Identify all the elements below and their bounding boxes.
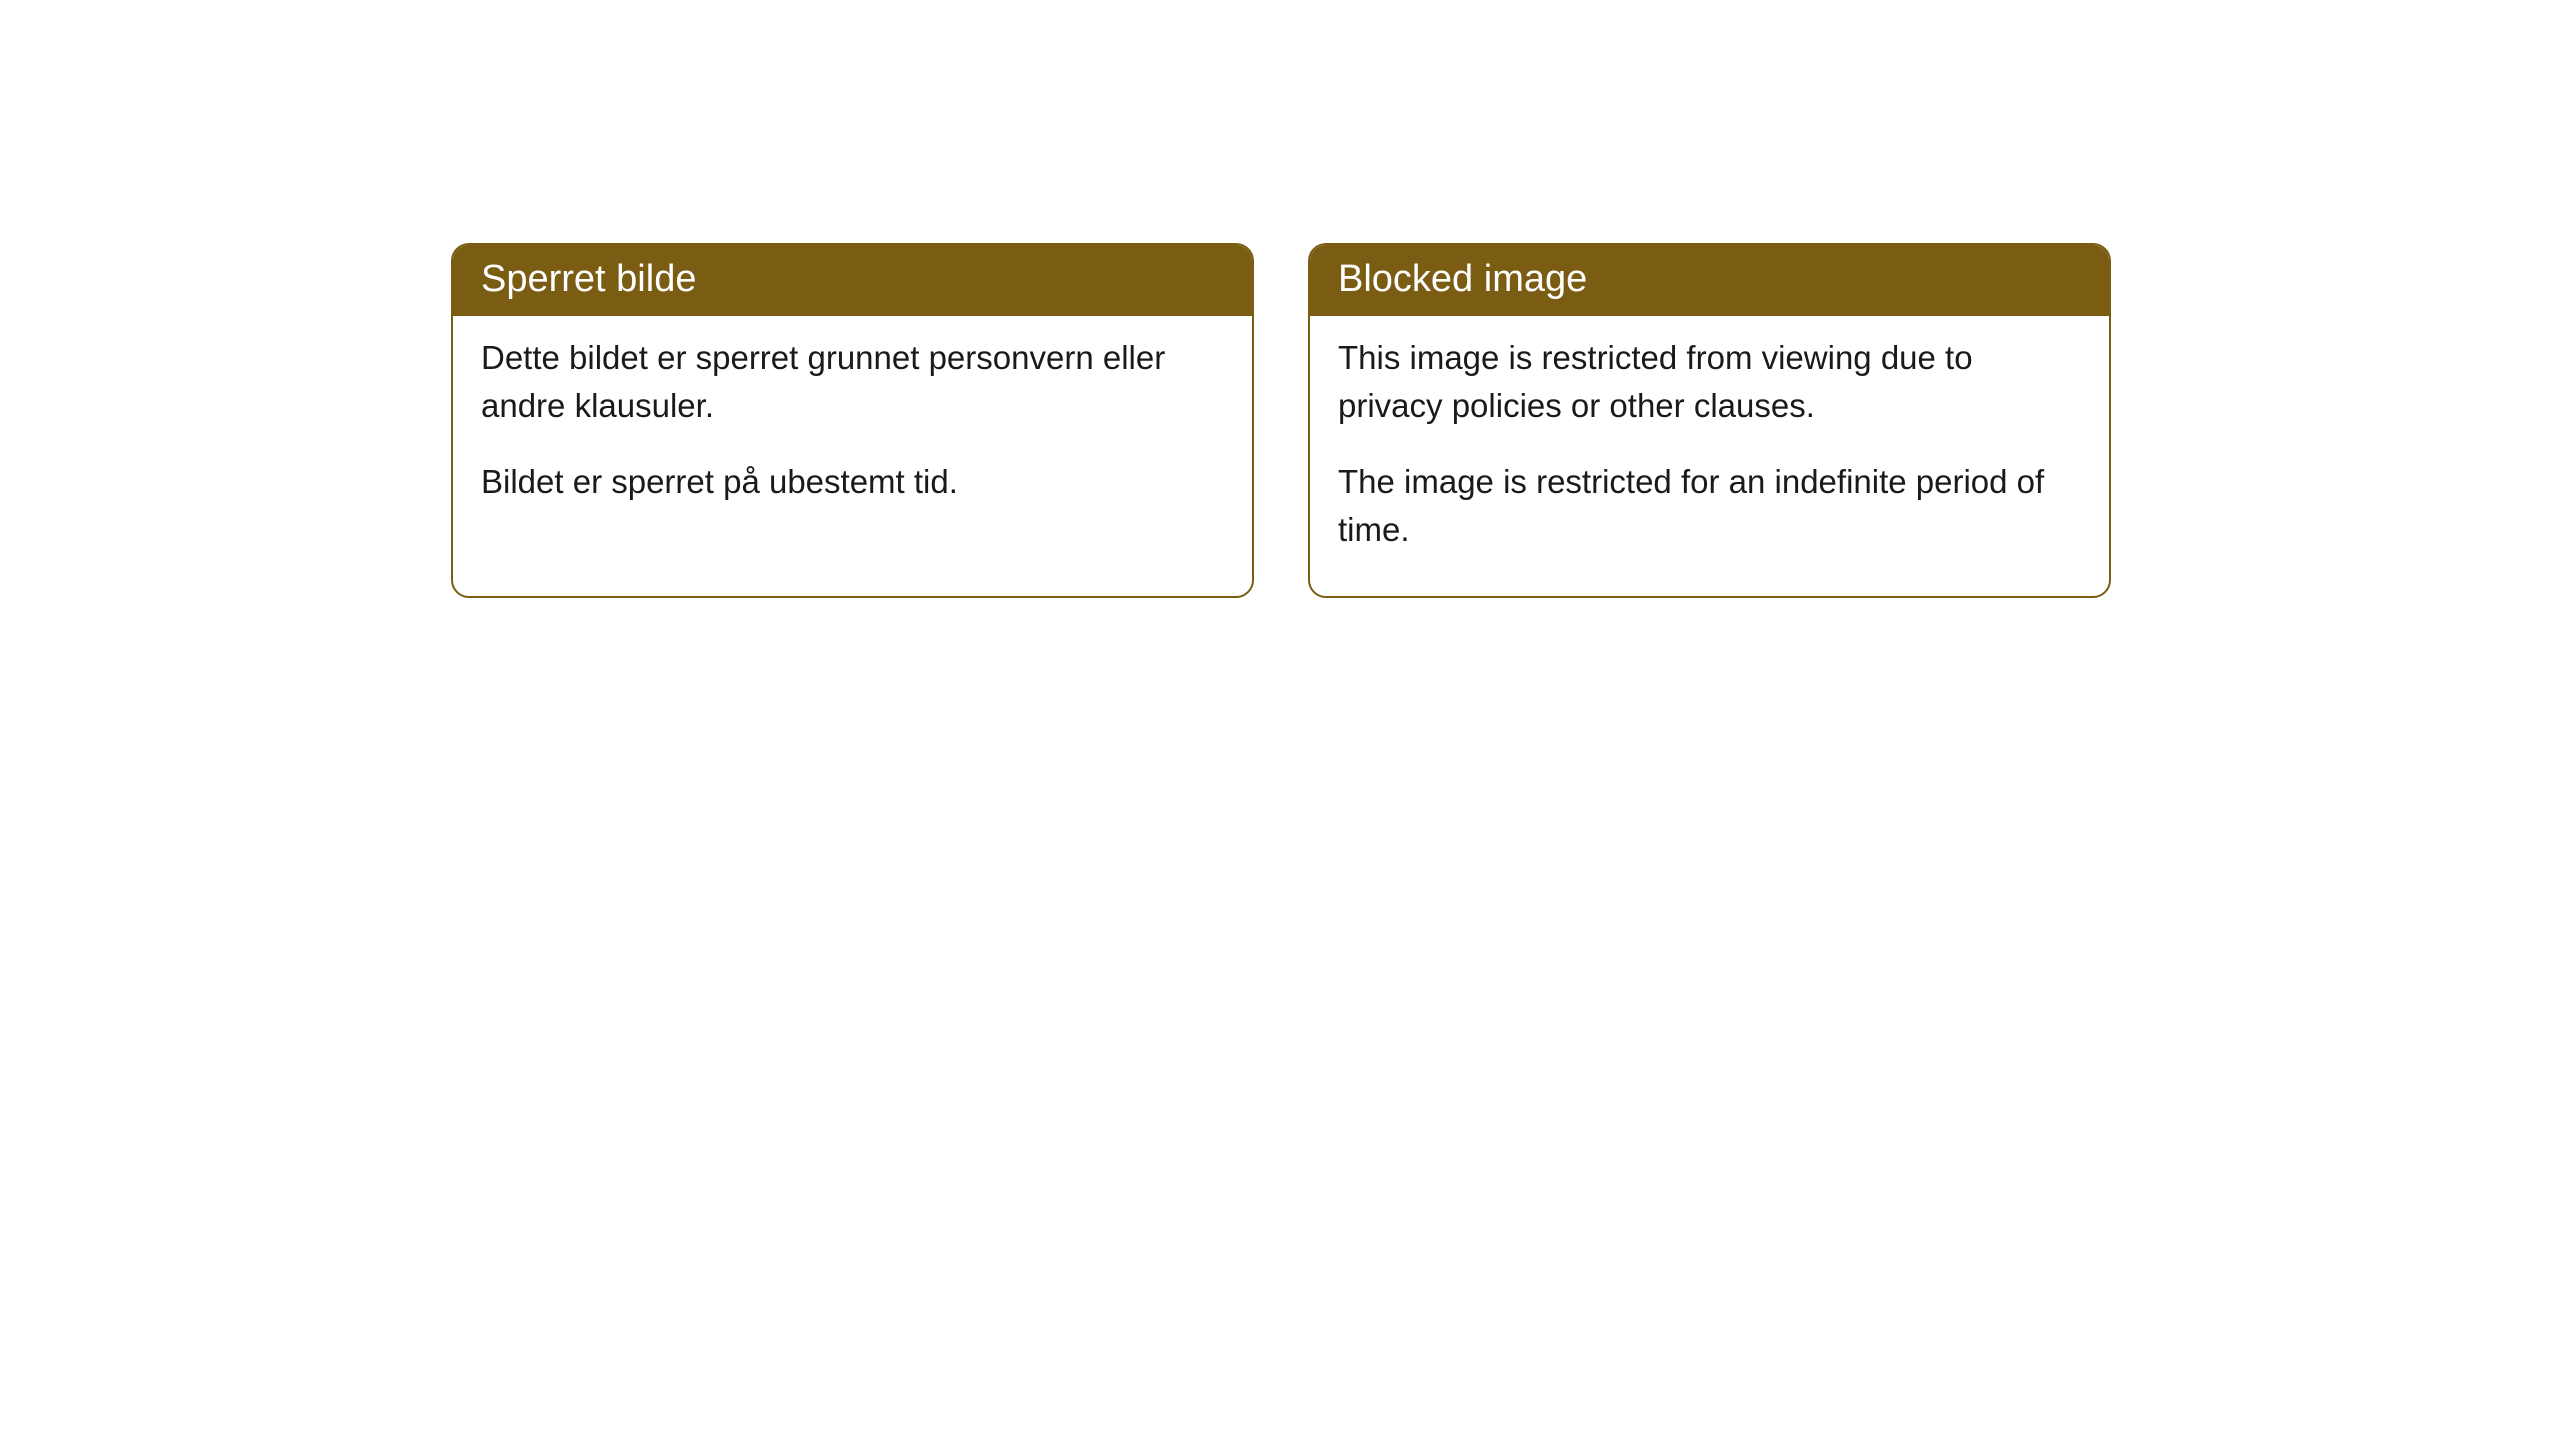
card-body: This image is restricted from viewing du… — [1310, 316, 2109, 595]
card-title: Sperret bilde — [481, 258, 696, 300]
blocked-image-card-en: Blocked image This image is restricted f… — [1308, 243, 2111, 598]
card-paragraph: This image is restricted from viewing du… — [1338, 334, 2081, 430]
card-paragraph: Dette bildet er sperret grunnet personve… — [481, 334, 1224, 430]
card-paragraph: Bildet er sperret på ubestemt tid. — [481, 458, 1224, 506]
card-paragraph: The image is restricted for an indefinit… — [1338, 458, 2081, 554]
notice-cards-container: Sperret bilde Dette bildet er sperret gr… — [451, 243, 2111, 598]
blocked-image-card-no: Sperret bilde Dette bildet er sperret gr… — [451, 243, 1254, 598]
card-title: Blocked image — [1338, 258, 1587, 300]
card-header: Blocked image — [1310, 245, 2109, 316]
card-body: Dette bildet er sperret grunnet personve… — [453, 316, 1252, 548]
card-header: Sperret bilde — [453, 245, 1252, 316]
